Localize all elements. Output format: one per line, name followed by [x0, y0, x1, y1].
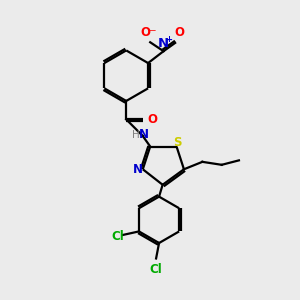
Text: N: N — [133, 164, 143, 176]
Text: −: − — [148, 25, 155, 34]
Text: O: O — [175, 26, 184, 39]
Text: S: S — [173, 136, 182, 148]
Text: +: + — [165, 35, 172, 44]
Text: Cl: Cl — [150, 262, 163, 276]
Text: N: N — [140, 128, 149, 141]
Text: O: O — [147, 113, 157, 126]
Text: H: H — [132, 130, 140, 140]
Text: O: O — [140, 26, 150, 39]
Text: Cl: Cl — [111, 230, 124, 243]
Text: N: N — [158, 37, 169, 50]
